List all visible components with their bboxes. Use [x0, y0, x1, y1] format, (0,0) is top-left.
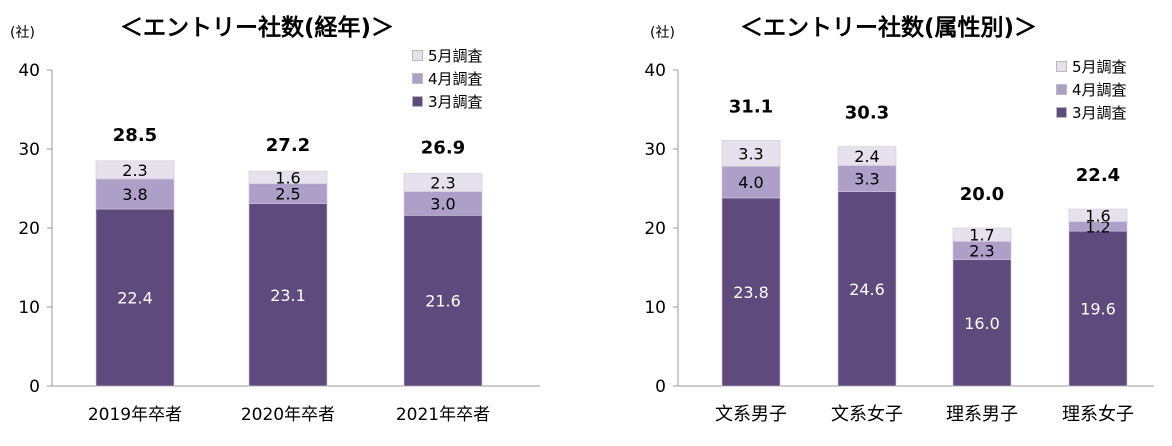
data-label-may: 1.6: [275, 168, 300, 187]
legend-label-april: 4月調査: [428, 70, 483, 88]
legend-item-april: 4月調査: [412, 67, 483, 90]
total-label: 30.3: [845, 103, 889, 124]
stacked-bar-chart-attribute: 0 10 20 30 40 23.8 4.0 3.3 31.1 文系男子 24.6 3.3 2.4 30.…: [644, 61, 1154, 425]
data-label-march: 21.6: [425, 292, 461, 311]
bar-segment-april: [837, 165, 897, 192]
chart-title: ＜エントリー社数(属性別)＞: [740, 15, 1038, 41]
y-tick-label: 10: [644, 298, 666, 318]
data-label-march: 22.4: [117, 289, 153, 308]
y-tick-label: 20: [18, 219, 40, 239]
legend-item-march: 3月調査: [412, 90, 483, 113]
x-category-label: 理系男子: [946, 404, 1018, 425]
legend-label-may: 5月調査: [1072, 58, 1127, 76]
data-label-april: 2.3: [969, 242, 994, 261]
data-label-march: 23.1: [270, 286, 306, 305]
y-tick-label: 40: [18, 61, 40, 81]
unit-label: (社): [650, 25, 675, 41]
legend-item-may: 5月調査: [1056, 55, 1127, 78]
total-label: 27.2: [266, 135, 310, 156]
y-tick-label: 0: [29, 377, 40, 397]
x-category-label: 2021年卒者: [396, 405, 490, 425]
legend-item-april: 4月調査: [1056, 78, 1127, 101]
y-tick-label: 20: [644, 219, 666, 239]
data-label-march: 23.8: [733, 283, 769, 302]
bar-segment-march: [721, 197, 781, 387]
chart-title: ＜エントリー社数(経年)＞: [120, 15, 395, 41]
y-tick-label: 30: [644, 140, 666, 160]
y-tick-label: 40: [644, 61, 666, 81]
total-label: 26.9: [421, 137, 465, 158]
chart-panel-attribute: (社) ＜エントリー社数(属性別)＞ 5月調査 4月調査 3月調査 0 10 20 3…: [586, 0, 1172, 446]
bar-segment-march: [95, 208, 175, 387]
data-label-april: 2.5: [275, 185, 300, 204]
chart-panel-yearly: (社) ＜エントリー社数(経年)＞ 5月調査 4月調査 3月調査 0 10 20 30…: [10, 15, 540, 425]
bar-segment-march: [248, 203, 328, 387]
legend-swatch-april: [412, 73, 423, 84]
x-category-label: 2020年卒者: [241, 405, 335, 425]
bar-segment-may: [248, 170, 328, 185]
bar-segment-may: [952, 227, 1012, 242]
legend-label-march: 3月調査: [1072, 104, 1127, 122]
legend-swatch-may: [412, 50, 423, 61]
y-tick-label: 0: [655, 377, 666, 397]
total-label: 20.0: [960, 184, 1004, 205]
unit-label: (社): [10, 25, 35, 41]
bar-segment-may: [95, 160, 175, 180]
bar-segment-march: [952, 259, 1012, 387]
bar-segment-may: [837, 146, 897, 166]
legend: 5月調査 4月調査 3月調査: [412, 44, 483, 113]
data-label-april: 3.0: [430, 195, 455, 214]
total-label: 28.5: [113, 125, 157, 146]
stacked-bar-chart-yearly: 0 10 20 30 40 22.4 3.8 2.3 28.5 2019年卒者 23.1 2.51.6…: [18, 61, 540, 425]
x-category-label: 2019年卒者: [88, 405, 182, 425]
y-tick-label: 10: [18, 298, 40, 318]
legend-item-march: 3月調査: [1056, 101, 1127, 124]
bar-segment-april: [721, 166, 781, 199]
data-label-may: 1.6: [1085, 206, 1110, 225]
data-label-april: 1.2: [1085, 217, 1110, 236]
bar-segment-march: [1068, 230, 1128, 387]
bar-segment-march: [403, 215, 483, 387]
legend-label-may: 5月調査: [428, 47, 483, 65]
legend-swatch-march: [412, 96, 423, 107]
bar-segment-march: [837, 191, 897, 387]
legend-label-march: 3月調査: [428, 93, 483, 111]
bar-segment-april: [95, 178, 175, 210]
legend-item-may: 5月調査: [412, 44, 483, 67]
legend: 5月調査 4月調査 3月調査: [1056, 55, 1127, 124]
legend-swatch-april: [1056, 84, 1067, 95]
bar-segment-may: [403, 173, 483, 192]
x-category-label: 文系男子: [715, 404, 787, 425]
legend-swatch-may: [1056, 61, 1067, 72]
data-label-march: 24.6: [849, 280, 885, 299]
data-label-april: 3.8: [122, 185, 147, 204]
data-label-may: 2.3: [122, 161, 147, 180]
x-category-label: 文系女子: [831, 404, 903, 425]
data-label-may: 3.3: [738, 144, 763, 163]
legend-swatch-march: [1056, 107, 1067, 118]
x-category-label: 理系女子: [1062, 404, 1134, 425]
data-label-march: 16.0: [964, 314, 1000, 333]
total-label: 31.1: [729, 96, 773, 117]
y-tick-label: 30: [18, 140, 40, 160]
data-label-march: 19.6: [1080, 300, 1116, 319]
bar-segment-may: [1068, 208, 1128, 222]
data-label-april: 3.3: [854, 170, 879, 189]
total-label: 22.4: [1076, 165, 1120, 186]
data-label-april: 4.0: [738, 173, 763, 192]
bar-segment-may: [721, 140, 781, 167]
data-label-may: 1.7: [969, 226, 994, 245]
legend-label-april: 4月調査: [1072, 81, 1127, 99]
data-label-may: 2.3: [430, 174, 455, 193]
data-label-may: 2.4: [854, 147, 879, 166]
